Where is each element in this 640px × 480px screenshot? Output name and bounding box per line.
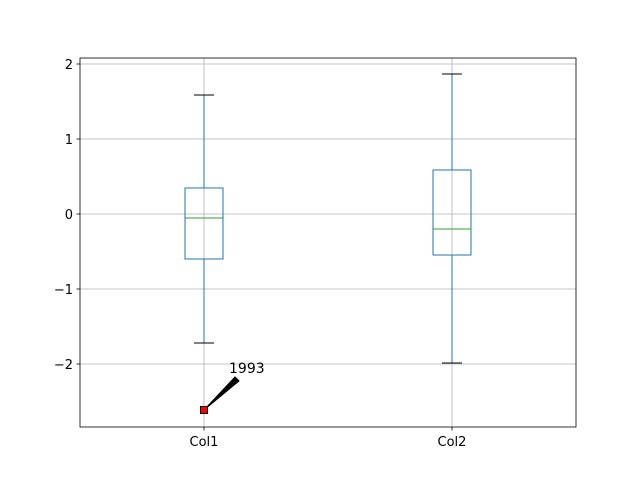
- axes-frame: [79, 57, 577, 428]
- y-tick-label: −2: [54, 358, 73, 373]
- box: [432, 169, 472, 256]
- outlier: [200, 405, 208, 414]
- y-tick-label: 1: [65, 133, 73, 148]
- annotation-arrow: [203, 376, 240, 411]
- x-tick-label: Col2: [438, 435, 467, 450]
- x-tick-label: Col1: [190, 435, 219, 450]
- y-tick-label: 2: [65, 58, 73, 73]
- box: [184, 187, 224, 260]
- y-tick-label: 0: [65, 208, 73, 223]
- annotation: 1993: [229, 361, 265, 377]
- y-tick-label: −1: [54, 283, 73, 298]
